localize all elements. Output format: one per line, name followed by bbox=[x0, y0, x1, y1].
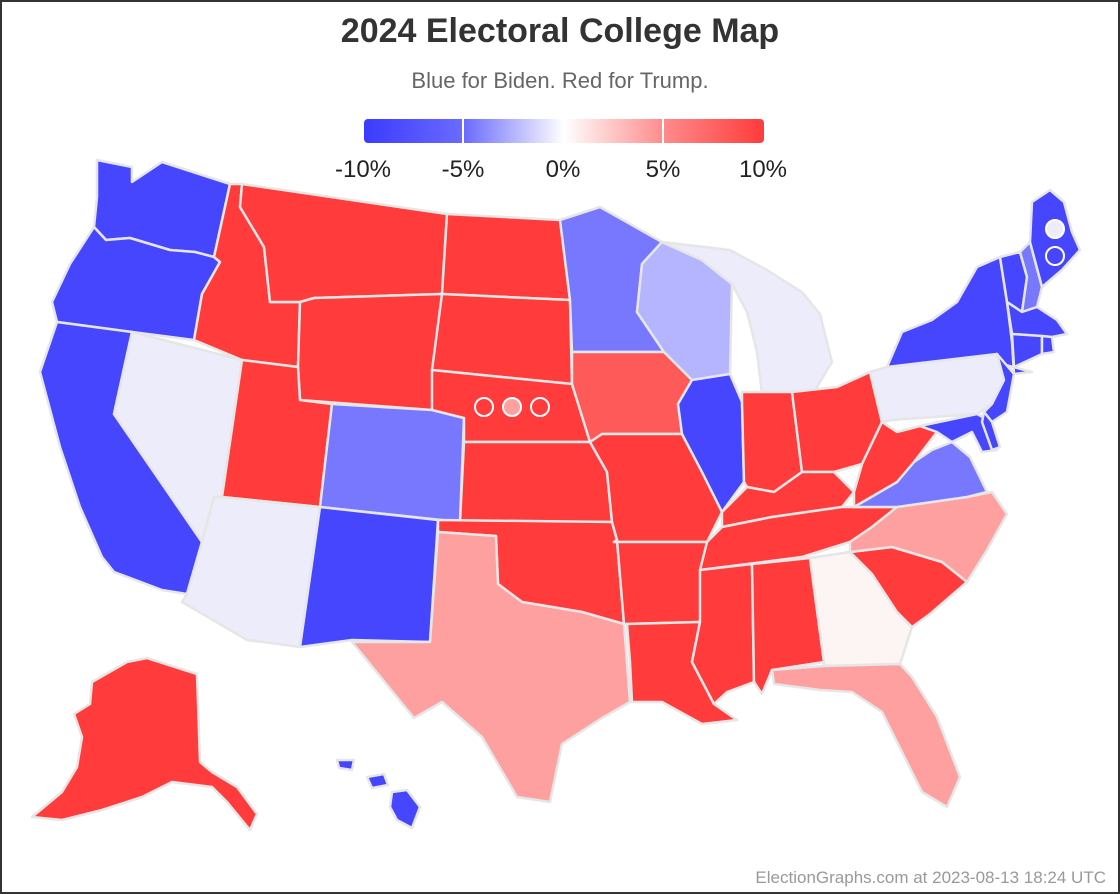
legend-tick bbox=[662, 119, 664, 143]
state-HI-maui[interactable] bbox=[365, 772, 390, 790]
legend-label-neg5: -5% bbox=[441, 156, 485, 183]
state-CT[interactable] bbox=[1010, 332, 1044, 369]
map-title: 2024 Electoral College Map bbox=[340, 12, 780, 50]
state-HI[interactable] bbox=[388, 788, 422, 830]
district-marker-ME-1[interactable] bbox=[1045, 219, 1065, 239]
legend-tick bbox=[563, 119, 565, 143]
state-CO[interactable] bbox=[318, 402, 466, 524]
color-scale-bar bbox=[364, 119, 764, 143]
state-MT[interactable] bbox=[238, 182, 449, 304]
state-NM[interactable] bbox=[298, 505, 440, 649]
state-RI[interactable] bbox=[1040, 334, 1056, 356]
district-marker-NE-3[interactable] bbox=[530, 397, 550, 417]
state-MA[interactable] bbox=[1005, 300, 1069, 339]
state-ND[interactable] bbox=[440, 212, 572, 302]
state-KS[interactable] bbox=[458, 440, 614, 524]
legend-label-zero: 0% bbox=[545, 156, 581, 183]
district-marker-NE-2[interactable] bbox=[502, 397, 522, 417]
state-TX[interactable] bbox=[350, 530, 632, 804]
state-AK[interactable] bbox=[30, 656, 259, 832]
map-subtitle: Blue for Biden. Red for Trump. bbox=[411, 68, 709, 93]
state-HI-oahu[interactable] bbox=[335, 758, 356, 772]
state-DE[interactable] bbox=[980, 410, 1002, 452]
state-IA[interactable] bbox=[570, 350, 694, 444]
state-WY[interactable] bbox=[296, 292, 444, 412]
state-SD[interactable] bbox=[430, 292, 574, 386]
district-marker-NE-1[interactable] bbox=[474, 397, 494, 417]
state-AR[interactable] bbox=[612, 538, 709, 626]
district-marker-ME-2[interactable] bbox=[1045, 246, 1065, 266]
source-footer: ElectionGraphs.com at 2023-08-13 18:24 U… bbox=[755, 868, 1106, 887]
state-NC[interactable] bbox=[848, 490, 1009, 584]
legend-label-pos10: 10% bbox=[738, 156, 788, 183]
legend-label-neg10: -10% bbox=[334, 156, 392, 183]
legend-label-pos5: 5% bbox=[645, 156, 681, 183]
legend-tick bbox=[462, 119, 464, 143]
state-FL[interactable] bbox=[770, 662, 962, 809]
